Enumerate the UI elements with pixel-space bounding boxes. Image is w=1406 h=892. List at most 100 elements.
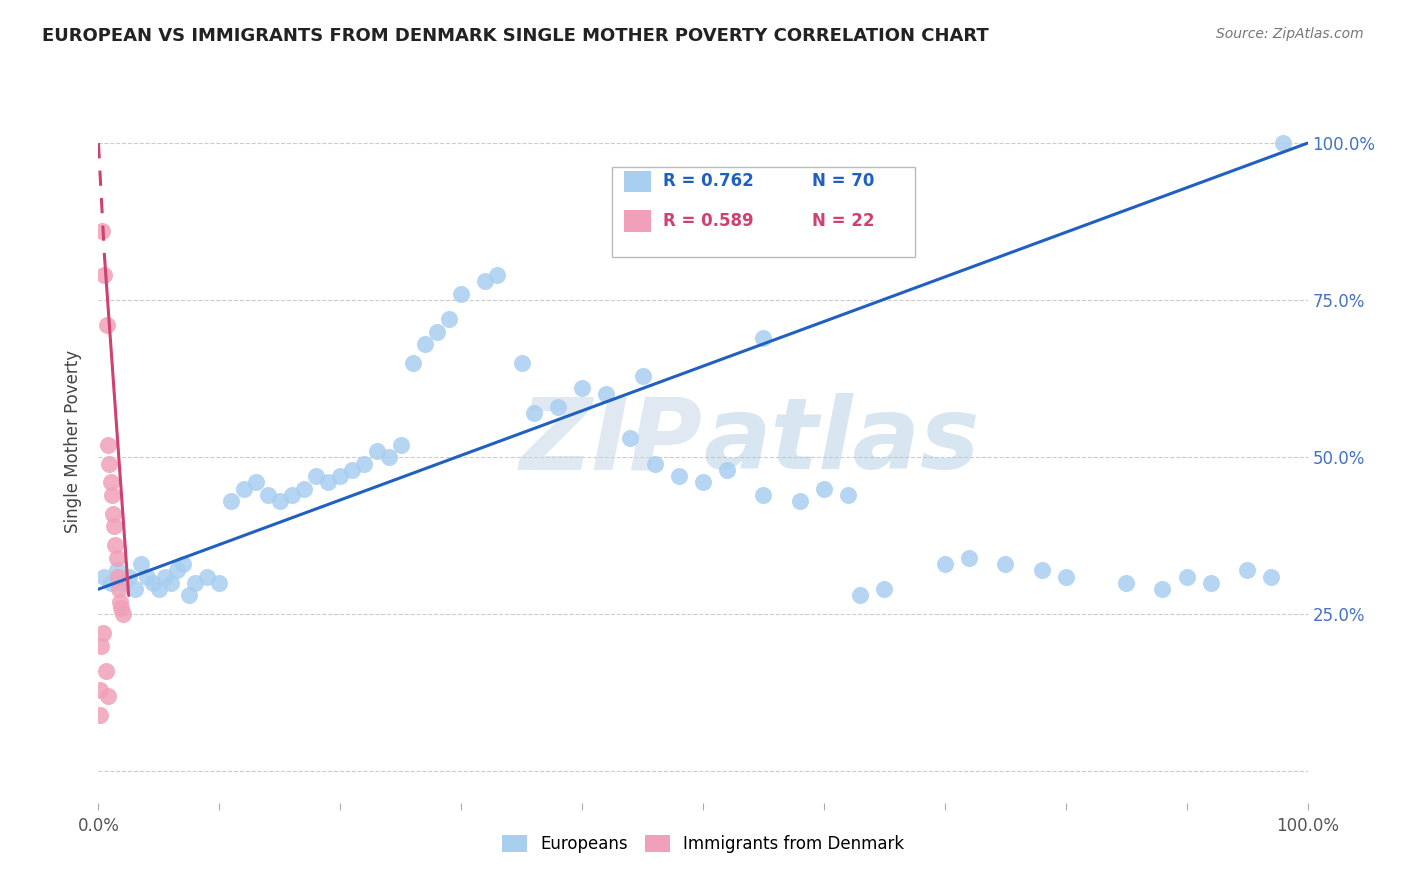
Point — [1115, 575, 1137, 590]
Point — [269, 494, 291, 508]
Point — [208, 575, 231, 590]
Point — [486, 268, 509, 282]
Text: R = 0.762: R = 0.762 — [664, 172, 754, 190]
Point — [179, 589, 201, 603]
FancyBboxPatch shape — [624, 211, 651, 232]
Point — [305, 469, 328, 483]
Point — [571, 381, 593, 395]
Point — [813, 482, 835, 496]
Text: N = 70: N = 70 — [811, 172, 875, 190]
Point — [100, 575, 122, 590]
Point — [716, 463, 738, 477]
Point — [108, 595, 131, 609]
Point — [101, 507, 124, 521]
Point — [111, 575, 134, 590]
Point — [89, 682, 111, 697]
Point — [366, 444, 388, 458]
Point — [160, 575, 183, 590]
FancyBboxPatch shape — [613, 167, 915, 257]
Point — [450, 286, 472, 301]
Point — [129, 557, 152, 571]
Point — [523, 406, 546, 420]
Point — [292, 482, 315, 496]
Point — [329, 469, 352, 483]
Y-axis label: Single Mother Poverty: Single Mother Poverty — [65, 350, 83, 533]
Point — [437, 312, 460, 326]
Point — [1272, 136, 1295, 150]
Point — [316, 475, 339, 490]
Point — [221, 494, 243, 508]
Point — [426, 325, 449, 339]
Point — [93, 569, 115, 583]
Point — [644, 457, 666, 471]
Text: ZIP: ZIP — [520, 393, 703, 490]
Point — [631, 368, 654, 383]
Point — [595, 387, 617, 401]
Point — [93, 268, 115, 282]
Point — [89, 707, 111, 722]
Point — [148, 582, 170, 597]
Point — [389, 438, 412, 452]
Text: N = 22: N = 22 — [811, 212, 875, 230]
Point — [1199, 575, 1222, 590]
Point — [110, 601, 132, 615]
Point — [105, 550, 128, 565]
Point — [547, 400, 569, 414]
Point — [1236, 563, 1258, 577]
Point — [100, 488, 122, 502]
Point — [281, 488, 304, 502]
Point — [353, 457, 375, 471]
Point — [97, 438, 120, 452]
Point — [172, 557, 194, 571]
Text: R = 0.589: R = 0.589 — [664, 212, 754, 230]
Point — [1031, 563, 1053, 577]
Point — [692, 475, 714, 490]
Point — [377, 450, 399, 465]
Point — [91, 224, 114, 238]
Point — [91, 626, 114, 640]
Point — [103, 519, 125, 533]
Point — [402, 356, 425, 370]
Point — [474, 274, 496, 288]
Point — [104, 538, 127, 552]
Point — [97, 689, 120, 703]
Point — [789, 494, 811, 508]
Point — [752, 331, 775, 345]
Point — [1152, 582, 1174, 597]
Point — [184, 575, 207, 590]
Point — [98, 457, 121, 471]
Point — [873, 582, 896, 597]
Point — [510, 356, 533, 370]
Point — [118, 569, 141, 583]
Point — [111, 607, 134, 622]
Point — [245, 475, 267, 490]
Point — [1054, 569, 1077, 583]
Point — [1260, 569, 1282, 583]
Text: EUROPEAN VS IMMIGRANTS FROM DENMARK SINGLE MOTHER POVERTY CORRELATION CHART: EUROPEAN VS IMMIGRANTS FROM DENMARK SING… — [42, 27, 988, 45]
Point — [195, 569, 218, 583]
FancyBboxPatch shape — [624, 170, 651, 193]
Point — [256, 488, 278, 502]
Point — [752, 488, 775, 502]
Text: atlas: atlas — [703, 393, 980, 490]
Point — [135, 569, 157, 583]
Text: Source: ZipAtlas.com: Source: ZipAtlas.com — [1216, 27, 1364, 41]
Point — [153, 569, 176, 583]
Legend: Europeans, Immigrants from Denmark: Europeans, Immigrants from Denmark — [495, 828, 911, 860]
Point — [108, 582, 131, 597]
Point — [94, 664, 117, 678]
Point — [849, 589, 872, 603]
Point — [124, 582, 146, 597]
Point — [1175, 569, 1198, 583]
Point — [619, 431, 641, 445]
Point — [342, 463, 364, 477]
Point — [90, 639, 112, 653]
Point — [105, 563, 128, 577]
Point — [107, 569, 129, 583]
Point — [100, 475, 122, 490]
Point — [166, 563, 188, 577]
Point — [994, 557, 1017, 571]
Point — [837, 488, 859, 502]
Point — [668, 469, 690, 483]
Point — [142, 575, 165, 590]
